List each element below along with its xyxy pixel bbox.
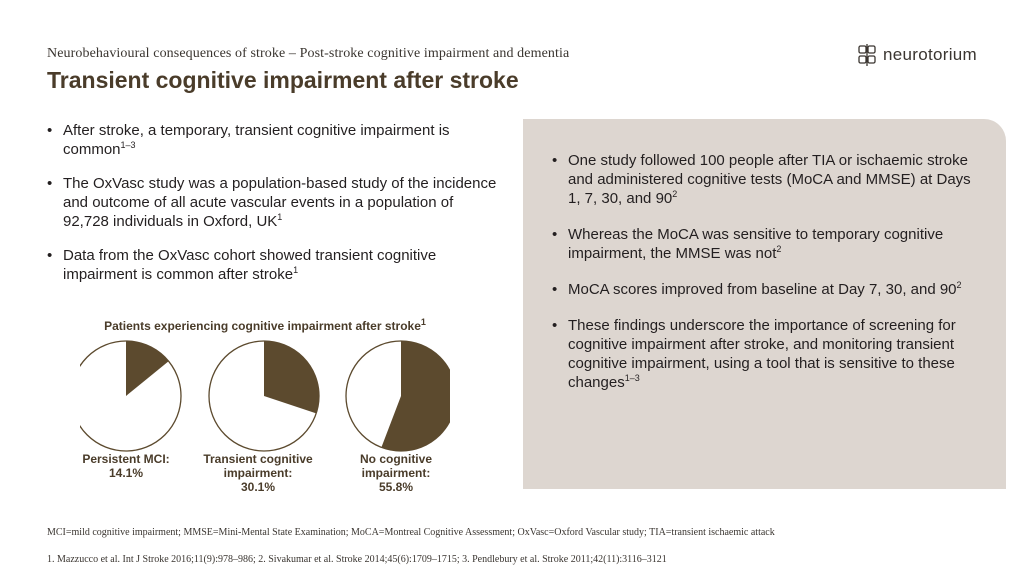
pie-slice <box>381 341 450 451</box>
bullet-item: These findings underscore the importance… <box>552 316 984 392</box>
right-bullet-list: One study followed 100 people after TIA … <box>552 151 984 409</box>
chart-title: Patients experiencing cognitive impairme… <box>104 317 426 334</box>
bullet-item: After stroke, a temporary, transient cog… <box>47 121 502 159</box>
bullet-item: One study followed 100 people after TIA … <box>552 151 984 208</box>
logo: neurotorium <box>857 44 977 66</box>
pie-slice <box>264 341 319 414</box>
abbreviations-footnote: MCI=mild cognitive impairment; MMSE=Mini… <box>47 527 775 538</box>
pie-slice <box>126 341 169 396</box>
slide-title: Transient cognitive impairment after str… <box>47 67 519 93</box>
pie-charts <box>80 340 450 452</box>
bullet-item: Data from the OxVasc cohort showed trans… <box>47 246 502 284</box>
pie-label-no-impairment: No cognitive impairment: 55.8% <box>359 452 432 494</box>
bullet-item: MoCA scores improved from baseline at Da… <box>552 280 984 299</box>
pie-label-persistent-mci: Persistent MCI: 14.1% <box>82 452 170 480</box>
bullet-item: The OxVasc study was a population-based … <box>47 174 502 231</box>
slide-subtitle: Neurobehavioural consequences of stroke … <box>47 46 570 61</box>
left-bullet-list: After stroke, a temporary, transient cog… <box>47 121 502 299</box>
references-footnote: 1. Mazzucco et al. Int J Stroke 2016;11(… <box>47 554 667 565</box>
logo-text: neurotorium <box>883 45 978 64</box>
pie-label-transient: Transient cognitive impairment: 30.1% <box>203 452 313 494</box>
brain-grid-icon <box>858 44 876 66</box>
bullet-item: Whereas the MoCA was sensitive to tempor… <box>552 225 984 263</box>
